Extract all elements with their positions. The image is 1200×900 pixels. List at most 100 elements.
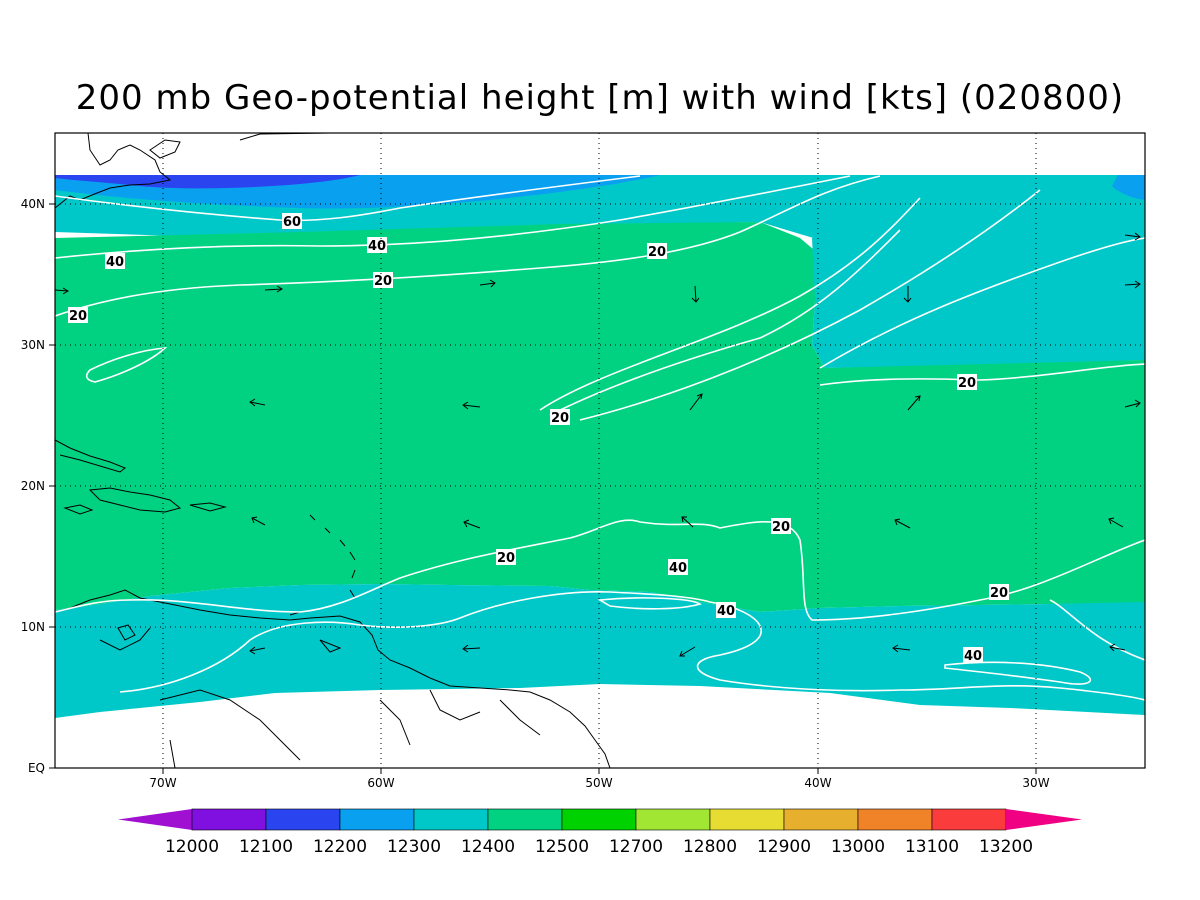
wind-arrow: [249, 646, 266, 655]
color-bar-segment: [635, 808, 711, 831]
color-bar-label: 12800: [683, 837, 737, 857]
south-america-interior: [99, 627, 541, 768]
cuba-coast: [55, 439, 126, 473]
wind-arrow: [1109, 643, 1126, 652]
light-blue-patch-east: [1112, 175, 1145, 200]
color-bar-segment: [709, 808, 785, 831]
lat-label-40n: 40N: [21, 197, 45, 211]
isotach-60: [55, 175, 641, 222]
lesser-antilles: [309, 514, 356, 599]
color-bar-low-arrow: [118, 809, 192, 830]
isotach-label-layer: 60 40 40 20 20 20 20 20 20 20 20 40 40 40: [68, 213, 1009, 664]
map-title: 200 mb Geo-potential height [m] with win…: [75, 78, 1125, 118]
svg-text:20: 20: [69, 309, 87, 324]
svg-text:20: 20: [374, 274, 392, 289]
isotach-label: 20: [373, 272, 393, 289]
svg-text:40: 40: [106, 255, 124, 270]
isotach-label: 20: [771, 518, 791, 535]
wind-arrow: [903, 286, 912, 303]
color-bar-segment: [857, 808, 933, 831]
color-bar-label: 13200: [979, 837, 1033, 857]
isotach-label: 40: [668, 559, 688, 576]
color-bar-label: 12000: [165, 837, 219, 857]
lon-label-50w: 50W: [585, 776, 612, 790]
svg-text:20: 20: [648, 245, 666, 260]
isotach-20-south: [55, 519, 1145, 621]
isotach-label: 40: [367, 237, 387, 254]
lat-label-eq: EQ: [28, 761, 45, 775]
isotach-label: 60: [282, 213, 302, 230]
puerto-rico-coast: [189, 502, 227, 512]
graticule: [55, 133, 1145, 768]
svg-text:20: 20: [551, 411, 569, 426]
isotach-label: 20: [550, 409, 570, 426]
lat-label-30n: 30N: [21, 338, 45, 352]
svg-text:40: 40: [669, 561, 687, 576]
wind-arrow: [479, 279, 496, 288]
wind-arrow: [892, 644, 911, 653]
wind-arrow: [907, 395, 921, 411]
isotach-20-north: [55, 175, 881, 317]
latitude-labels: EQ 10N 20N 30N 40N: [21, 197, 45, 775]
color-bar-label: 12700: [609, 837, 663, 857]
lon-label-30w: 30W: [1022, 776, 1049, 790]
isotach-label: 40: [963, 647, 983, 664]
color-bar-label: 12200: [313, 837, 367, 857]
color-bar-segment: [339, 808, 415, 831]
wind-arrow: [249, 398, 266, 407]
svg-text:20: 20: [497, 551, 515, 566]
color-bar-label: 12500: [535, 837, 589, 857]
lake-maracaibo: [117, 624, 136, 641]
isotach-40-far-east: [1049, 599, 1145, 661]
color-bar-segment: [487, 808, 563, 831]
color-bar-segment: [265, 808, 341, 831]
color-bar-label: 12300: [387, 837, 441, 857]
wind-arrow: [462, 401, 481, 410]
wind-arrow: [1124, 399, 1141, 408]
color-bar-segment: [413, 808, 489, 831]
wind-arrow: [689, 393, 703, 411]
height-fill-layer: [55, 175, 1145, 718]
isotach-20-loop-west: [85, 347, 168, 383]
axis-ticks: [49, 203, 1037, 774]
wind-arrow: [463, 519, 481, 529]
isotach-40-north: [55, 175, 851, 259]
wind-arrow: [251, 516, 266, 526]
wind-vector-layer: [54, 232, 1141, 657]
svg-text:20: 20: [990, 586, 1008, 601]
isotach-20-jet-axis: [539, 189, 1041, 421]
color-bar: [118, 808, 1082, 831]
svg-text:20: 20: [772, 520, 790, 535]
isotach-label: 20: [496, 549, 516, 566]
lat-label-10n: 10N: [21, 620, 45, 634]
map-frame: [54, 132, 1146, 769]
wind-arrow: [1108, 517, 1124, 528]
lat-label-20n: 20N: [21, 479, 45, 493]
isotach-label: 20: [989, 584, 1009, 601]
svg-text:40: 40: [717, 604, 735, 619]
wind-arrow: [681, 516, 694, 528]
wind-arrow: [679, 646, 696, 657]
teal-area-east: [812, 238, 1145, 368]
color-bar-label: 13000: [831, 837, 885, 857]
wind-arrow: [264, 285, 283, 293]
color-bar-segment: [783, 808, 859, 831]
longitude-labels: 70W 60W 50W 40W 30W: [149, 776, 1049, 790]
newfoundland-coast: [239, 133, 331, 141]
color-bar-label: 12100: [239, 837, 293, 857]
lon-label-70w: 70W: [149, 776, 176, 790]
color-bar-high-arrow: [1006, 809, 1082, 830]
color-bar-segment: [191, 808, 267, 831]
wind-arrow: [691, 285, 700, 303]
svg-text:20: 20: [958, 376, 976, 391]
nova-scotia-coast: [149, 139, 181, 159]
south-america-coast: [55, 589, 611, 768]
lon-label-40w: 40W: [804, 776, 831, 790]
hispaniola-coast: [88, 487, 182, 513]
svg-text:40: 40: [964, 649, 982, 664]
wind-arrow: [54, 287, 69, 295]
isotach-20-central: [549, 229, 901, 416]
jamaica-coast: [63, 504, 94, 515]
isotach-40-south: [119, 590, 1145, 701]
isotach-label: 20: [957, 374, 977, 391]
